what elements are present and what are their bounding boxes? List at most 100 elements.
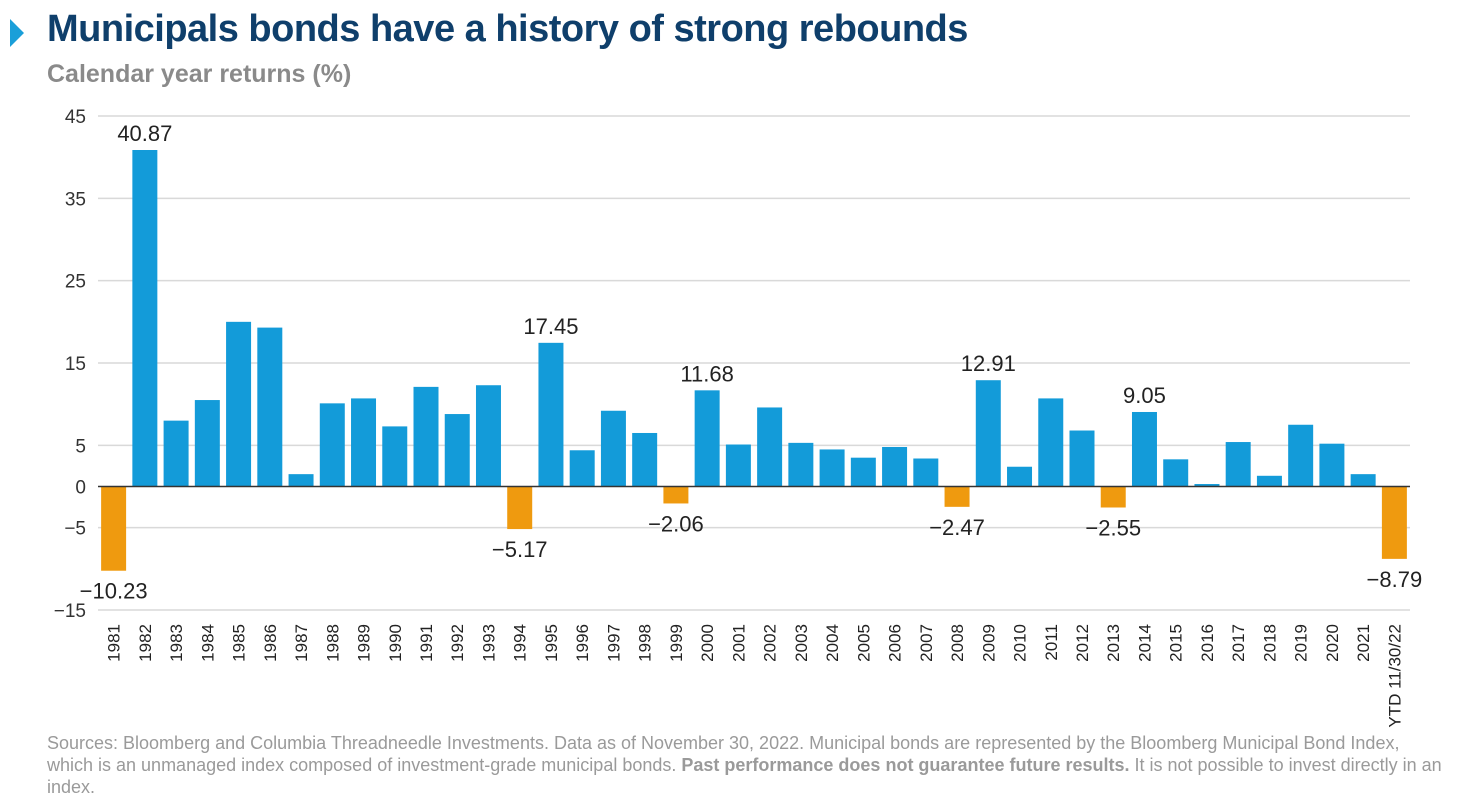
- x-tick-label: 2002: [761, 624, 780, 662]
- bar-2020: [1319, 443, 1345, 487]
- data-label: −2.55: [1085, 515, 1141, 540]
- data-label: −8.79: [1367, 567, 1423, 592]
- x-tick-label: YTD 11/30/22: [1385, 624, 1404, 728]
- x-tick-label: 2017: [1229, 624, 1248, 662]
- x-tick-label: 1996: [573, 624, 592, 662]
- bar-1983: [163, 420, 189, 487]
- x-tick-label: 1990: [386, 624, 405, 662]
- x-tick-label: 2004: [823, 624, 842, 662]
- x-tick-label: 1992: [448, 624, 467, 662]
- bar-1990: [382, 426, 408, 487]
- data-label: −2.06: [648, 511, 704, 536]
- data-label: 11.68: [680, 361, 733, 386]
- x-tick-label: 2006: [886, 624, 905, 662]
- bar-1981: [101, 486, 127, 571]
- bar-2013: [1100, 486, 1126, 508]
- x-tick-label: 1989: [355, 624, 374, 662]
- x-tick-label: 1982: [136, 624, 155, 662]
- bar-2017: [1225, 442, 1251, 487]
- bar-2010: [1007, 466, 1033, 487]
- footnote-tail: It is not possible to invest directly in…: [47, 755, 1442, 797]
- bar-2005: [850, 457, 876, 487]
- x-tick-label: 1988: [323, 624, 342, 662]
- y-tick-label: −15: [54, 601, 86, 622]
- bar-1991: [413, 386, 439, 487]
- bar-1986: [257, 327, 283, 487]
- y-tick-label: −5: [64, 519, 86, 540]
- bar-2009: [975, 380, 1001, 487]
- bar-2016: [1194, 484, 1220, 487]
- x-tick-label: 1997: [604, 624, 623, 662]
- x-tick-label: 2015: [1167, 624, 1186, 662]
- bar-1985: [226, 321, 252, 487]
- chart-title: Municipals bonds have a history of stron…: [47, 8, 968, 50]
- x-tick-label: 2019: [1292, 624, 1311, 662]
- data-label: −5.17: [492, 537, 548, 562]
- bar-ytd-11-30-22: [1381, 486, 1407, 559]
- bar-1984: [194, 400, 220, 487]
- bar-1988: [319, 403, 345, 487]
- x-tick-label: 2011: [1042, 624, 1061, 661]
- bar-2007: [913, 458, 939, 487]
- footnote: Sources: Bloomberg and Columbia Threadne…: [47, 732, 1442, 798]
- x-tick-label: 1994: [511, 624, 530, 662]
- x-tick-label: 1981: [105, 624, 124, 662]
- data-label: −10.23: [80, 579, 148, 604]
- x-tick-label: 2010: [1011, 624, 1030, 662]
- x-tick-label: 1985: [230, 624, 249, 662]
- bar-1998: [632, 432, 658, 487]
- bar-2011: [1038, 398, 1064, 487]
- x-tick-label: 1998: [636, 624, 655, 662]
- bar-2014: [1131, 411, 1157, 487]
- bar-1999: [663, 486, 689, 504]
- x-tick-label: 2009: [979, 624, 998, 662]
- bar-1994: [507, 486, 533, 530]
- bar-2018: [1256, 475, 1282, 487]
- bars: [101, 150, 1407, 571]
- x-tick-label: 2012: [1073, 624, 1092, 662]
- bar-2001: [725, 444, 751, 487]
- x-tick-label: 2008: [948, 624, 967, 662]
- y-tick-label: 5: [75, 436, 86, 457]
- x-tick-label: 1984: [198, 624, 217, 662]
- data-label: 17.45: [523, 314, 578, 339]
- gridlines: [98, 115, 1410, 611]
- x-tick-label: 2020: [1323, 624, 1342, 662]
- bar-2002: [757, 407, 783, 487]
- x-tick-label: 2021: [1354, 624, 1373, 662]
- axes: 45 35 25 15 5 0 −5 −15 1981 1982 1983 1984 1985 1986 1…: [54, 107, 1410, 728]
- bar-1995: [538, 342, 564, 487]
- bar-1993: [475, 385, 501, 487]
- x-tick-label: 1991: [417, 624, 436, 662]
- x-tick-label: 2018: [1260, 624, 1279, 662]
- x-tick-label: 2001: [729, 624, 748, 662]
- bar-2008: [944, 486, 970, 507]
- footnote-disclaimer: Past performance does not guarantee futu…: [681, 755, 1130, 775]
- data-label: −2.47: [929, 515, 985, 540]
- x-tick-label: 2016: [1198, 624, 1217, 662]
- footnote-sources: Sources: Bloomberg and Columbia Threadne…: [47, 733, 1400, 775]
- bar-1997: [600, 410, 626, 487]
- bar-2012: [1069, 430, 1095, 487]
- bar-2003: [788, 442, 814, 487]
- data-label: 9.05: [1123, 383, 1166, 408]
- bar-2006: [882, 446, 908, 487]
- bar-1982: [132, 150, 158, 487]
- x-tick-label: 2014: [1135, 624, 1154, 662]
- x-tick-label: 1995: [542, 624, 561, 662]
- x-tick-label: 1993: [479, 624, 498, 662]
- x-tick-label: 2007: [917, 624, 936, 662]
- y-tick-label: 35: [65, 189, 86, 210]
- data-label: 40.87: [117, 121, 172, 146]
- bar-2021: [1350, 474, 1376, 487]
- y-tick-label: 0: [75, 478, 86, 499]
- bar-2000: [694, 390, 720, 487]
- title-marker-icon: [10, 19, 24, 47]
- x-tick-label: 1986: [261, 624, 280, 662]
- x-tick-label: 1987: [292, 624, 311, 662]
- y-tick-label: 25: [65, 272, 86, 293]
- y-tick-label: 45: [65, 107, 86, 128]
- y-tick-label: 15: [65, 354, 86, 375]
- x-tick-label: 2005: [854, 624, 873, 662]
